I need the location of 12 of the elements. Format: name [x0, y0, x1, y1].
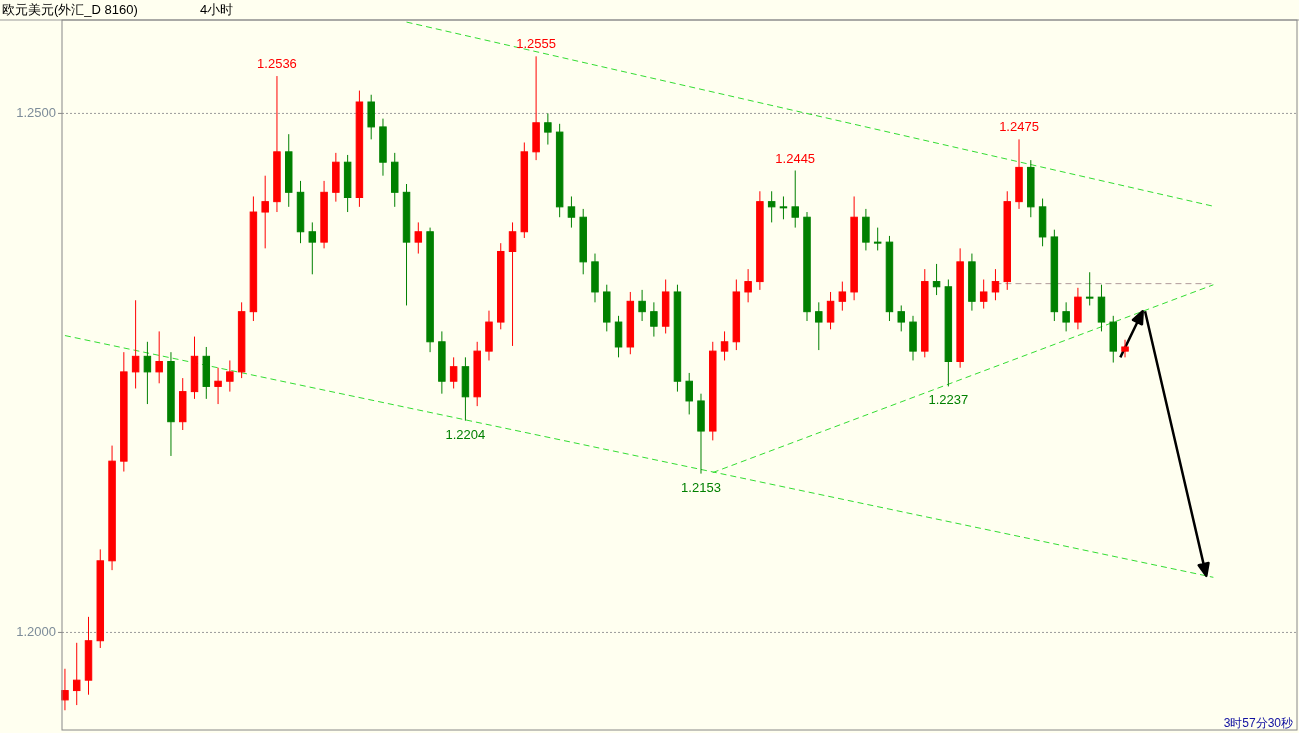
annotation: 1.2536: [257, 56, 297, 72]
annotation: 1.2475: [999, 119, 1039, 135]
annotation: 1.2445: [775, 150, 816, 166]
y-tick-label: 1.2000: [16, 624, 56, 640]
text: 3时57分30秒: [1223, 716, 1293, 730]
chart-title: 欧元美元(外汇_D 8160): [2, 2, 138, 17]
annotation: 1.2153: [681, 479, 721, 495]
chart-subtitle: 4小时: [200, 2, 234, 17]
y-tick-label: 1.2500: [16, 105, 56, 121]
annotation: 1.2237: [928, 392, 969, 408]
annotation: 1.2204: [445, 426, 486, 442]
annotation: 1.2555: [516, 36, 556, 52]
